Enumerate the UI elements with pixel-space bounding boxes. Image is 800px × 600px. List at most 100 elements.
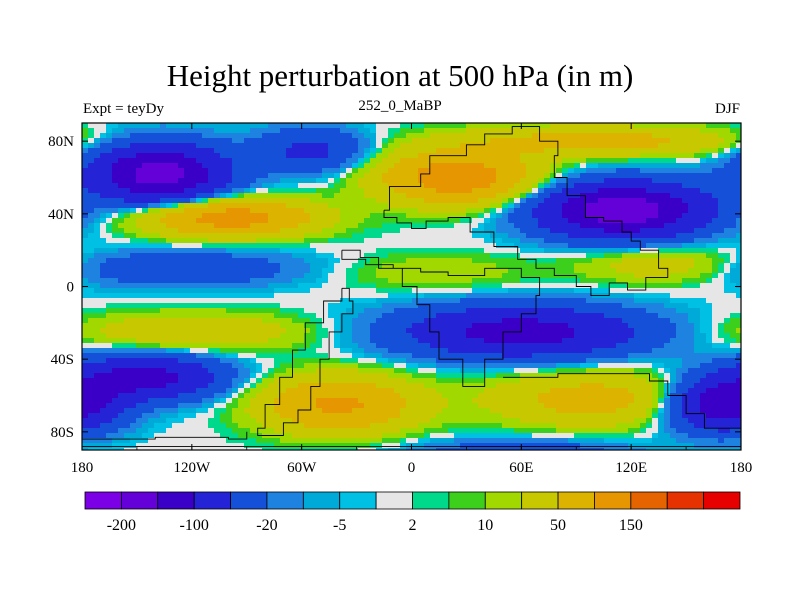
field-cell [130, 128, 137, 134]
field-cell [214, 143, 221, 149]
field-cell [310, 278, 317, 284]
field-cell [124, 153, 131, 159]
field-cell [688, 338, 695, 344]
field-cell [232, 228, 239, 234]
field-cell [202, 123, 209, 129]
field-cell [496, 203, 503, 209]
field-cell [190, 128, 197, 134]
field-cell [280, 288, 287, 294]
field-cell [118, 178, 125, 184]
field-cell [508, 168, 515, 174]
field-cell [208, 203, 215, 209]
field-cell [280, 233, 287, 239]
field-cell [616, 333, 623, 339]
field-cell [202, 228, 209, 234]
field-cell [346, 158, 353, 164]
field-cell [124, 168, 131, 174]
field-cell [700, 288, 707, 294]
field-cell [730, 208, 737, 214]
field-cell [652, 178, 659, 184]
field-cell [280, 328, 287, 334]
field-cell [406, 283, 413, 289]
field-cell [358, 133, 365, 139]
field-cell [88, 308, 95, 314]
field-cell [328, 278, 335, 284]
field-cell [466, 308, 473, 314]
field-cell [640, 253, 647, 259]
field-cell [352, 283, 359, 289]
field-cell [688, 123, 695, 129]
field-cell [676, 238, 683, 244]
field-cell [634, 188, 641, 194]
field-cell [634, 138, 641, 144]
field-cell [184, 138, 191, 144]
field-cell [280, 243, 287, 249]
field-cell [418, 333, 425, 339]
field-cell [196, 278, 203, 284]
field-cell [652, 238, 659, 244]
field-cell [676, 333, 683, 339]
field-cell [298, 228, 305, 234]
field-cell [688, 238, 695, 244]
field-cell [244, 268, 251, 274]
field-cell [82, 203, 89, 209]
field-cell [718, 123, 725, 129]
field-cell [82, 213, 89, 219]
field-cell [166, 343, 173, 349]
field-cell [184, 133, 191, 139]
field-cell [172, 268, 179, 274]
field-cell [454, 303, 461, 309]
field-cell [154, 318, 161, 324]
field-cell [274, 123, 281, 129]
field-cell [124, 188, 131, 194]
field-cell [418, 293, 425, 299]
field-cell [118, 348, 125, 354]
field-cell [670, 178, 677, 184]
field-cell [490, 283, 497, 289]
field-cell [256, 178, 263, 184]
field-cell [190, 243, 197, 249]
field-cell [238, 273, 245, 279]
field-cell [370, 233, 377, 239]
field-cell [412, 193, 419, 199]
field-cell [328, 183, 335, 189]
field-cell [196, 233, 203, 239]
field-cell [274, 248, 281, 254]
field-cell [292, 333, 299, 339]
field-cell [190, 208, 197, 214]
field-cell [658, 323, 665, 329]
field-cell [196, 168, 203, 174]
field-cell [166, 323, 173, 329]
field-cell [490, 263, 497, 269]
field-cell [358, 203, 365, 209]
field-cell [472, 243, 479, 249]
field-cell [208, 318, 215, 324]
field-cell [718, 193, 725, 199]
field-cell [220, 198, 227, 204]
field-cell [556, 313, 563, 319]
field-cell [616, 228, 623, 234]
field-cell [646, 173, 653, 179]
field-cell [88, 183, 95, 189]
field-cell [628, 128, 635, 134]
field-cell [502, 298, 509, 304]
field-cell [460, 163, 467, 169]
field-cell [232, 283, 239, 289]
field-cell [388, 128, 395, 134]
field-cell [148, 218, 155, 224]
field-cell [328, 158, 335, 164]
field-cell [94, 203, 101, 209]
field-cell [472, 158, 479, 164]
field-cell [268, 288, 275, 294]
field-cell [388, 173, 395, 179]
field-cell [202, 323, 209, 329]
field-cell [664, 213, 671, 219]
field-cell [730, 333, 737, 339]
field-cell [676, 208, 683, 214]
field-cell [154, 348, 161, 354]
field-cell [688, 188, 695, 194]
field-cell [424, 333, 431, 339]
field-cell [220, 348, 227, 354]
field-cell [682, 278, 689, 284]
field-cell [724, 318, 731, 324]
